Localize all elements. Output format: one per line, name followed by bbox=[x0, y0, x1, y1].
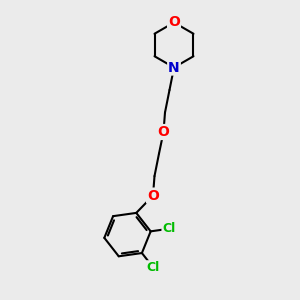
Text: O: O bbox=[158, 125, 169, 139]
Text: O: O bbox=[147, 189, 159, 202]
Text: Cl: Cl bbox=[147, 261, 160, 274]
Text: Cl: Cl bbox=[163, 222, 176, 235]
Text: N: N bbox=[168, 61, 180, 74]
Text: O: O bbox=[168, 16, 180, 29]
